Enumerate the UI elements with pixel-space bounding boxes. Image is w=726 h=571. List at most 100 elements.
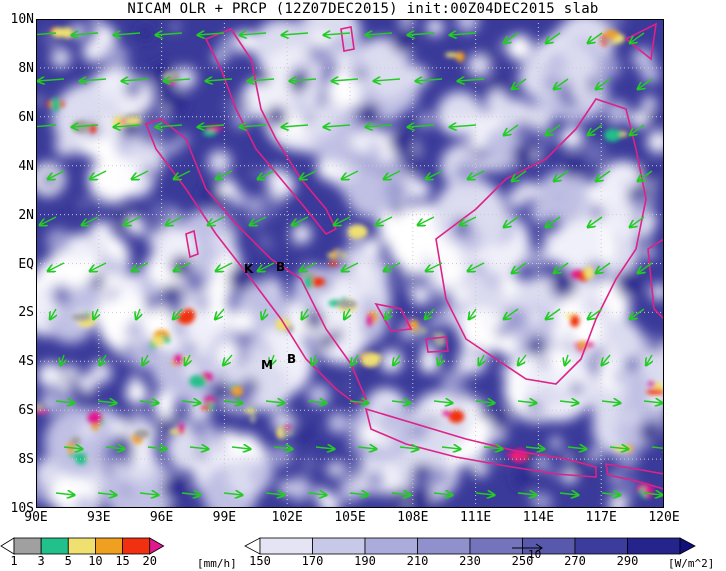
olr-cell <box>467 53 492 78</box>
olr-cell <box>641 64 661 84</box>
precip-cell <box>517 448 525 460</box>
olr-cell <box>146 333 153 340</box>
precip-cell <box>442 410 450 416</box>
olr-cell <box>596 279 620 303</box>
wind-vector <box>450 125 477 127</box>
wind-vector <box>174 262 191 271</box>
coastline-riau <box>340 26 355 52</box>
wind-vector <box>512 78 527 89</box>
wind-vector <box>408 125 435 127</box>
wind-vector <box>475 493 494 495</box>
olr-cell <box>441 118 452 128</box>
olr-cell <box>217 57 226 66</box>
wind-vector <box>50 308 56 319</box>
wind-vector <box>504 124 519 135</box>
olr-cell <box>235 328 254 346</box>
wind-vector <box>273 447 292 449</box>
olr-cell <box>647 112 659 124</box>
wind-vector <box>100 354 106 365</box>
wind-vector <box>72 33 99 35</box>
wind-vector <box>90 170 107 179</box>
olr-cell <box>98 35 109 45</box>
olr-cell <box>122 486 131 495</box>
wind-vector <box>307 401 326 403</box>
olr-cell <box>507 189 527 209</box>
olr-cell <box>653 430 661 438</box>
olr-cell <box>467 467 475 475</box>
olr-cell <box>474 464 486 477</box>
wind-vector <box>136 308 140 319</box>
olr-cell <box>138 26 152 41</box>
wind-vector <box>351 354 358 365</box>
wind-vector <box>122 79 149 81</box>
olr-cell <box>258 190 283 216</box>
olr-cell <box>257 234 270 246</box>
olr-cell <box>513 121 534 142</box>
wind-vector <box>82 216 99 225</box>
olr-tick-label: 210 <box>406 554 429 568</box>
wind-vector <box>265 493 284 495</box>
wind-vector <box>307 493 326 495</box>
wind-vector <box>258 170 275 179</box>
olr-cell <box>116 174 124 181</box>
precip-cell <box>445 52 458 58</box>
olr-cell <box>232 311 254 333</box>
olr-cell <box>496 334 517 356</box>
olr-cell <box>327 412 349 434</box>
olr-cell <box>357 102 380 125</box>
wind-vector <box>374 79 401 81</box>
wind-vector <box>174 170 191 179</box>
olr-cell <box>50 48 71 68</box>
wind-vector <box>61 354 64 365</box>
olr-cell <box>94 166 118 189</box>
olr-cell <box>411 180 431 200</box>
olr-cell <box>534 493 553 508</box>
wind-vector <box>114 125 141 127</box>
wind-vector <box>344 308 350 319</box>
station-marker-b-south: B <box>287 352 296 366</box>
olr-cell <box>229 190 248 208</box>
olr-cell <box>170 255 192 277</box>
precip-cell <box>231 386 243 396</box>
olr-cell <box>407 486 432 508</box>
olr-cell <box>608 115 620 127</box>
olr-cell <box>599 56 622 79</box>
precip-cell <box>124 117 142 125</box>
map-canvas: K B M B <box>36 19 664 508</box>
olr-cell <box>52 286 71 306</box>
olr-cell <box>317 161 337 180</box>
olr-tick-label: 290 <box>616 554 639 568</box>
wind-vector <box>517 493 536 495</box>
olr-cell <box>571 314 605 348</box>
wind-vector <box>588 308 603 319</box>
precip-cell <box>71 313 92 322</box>
wind-vector <box>588 32 603 43</box>
olr-cell <box>512 143 535 166</box>
wind-vector <box>554 170 569 181</box>
lon-label: 105E <box>334 510 366 525</box>
olr-cell <box>620 178 629 187</box>
olr-cell <box>363 160 376 173</box>
olr-cell <box>147 229 165 248</box>
wind-vector <box>38 79 65 81</box>
wind-vector <box>97 493 116 495</box>
map-frame <box>36 19 664 508</box>
olr-cell <box>421 342 436 357</box>
lat-label: 8S <box>18 452 34 468</box>
olr-cell <box>194 448 207 461</box>
wind-vector <box>139 493 158 495</box>
wind-vector <box>156 33 183 35</box>
wind-vector <box>342 262 359 271</box>
olr-cell <box>524 248 546 271</box>
colorbar-segment <box>574 537 628 555</box>
olr-cell <box>37 362 64 389</box>
precip-cell <box>366 313 373 327</box>
olr-cell <box>397 270 418 291</box>
wind-vector <box>124 216 141 225</box>
precip-cell <box>647 381 656 387</box>
olr-cell <box>331 329 343 341</box>
olr-cell <box>484 89 511 115</box>
olr-cell <box>184 271 206 293</box>
olr-cell <box>361 325 370 334</box>
precip-cell <box>177 423 185 435</box>
